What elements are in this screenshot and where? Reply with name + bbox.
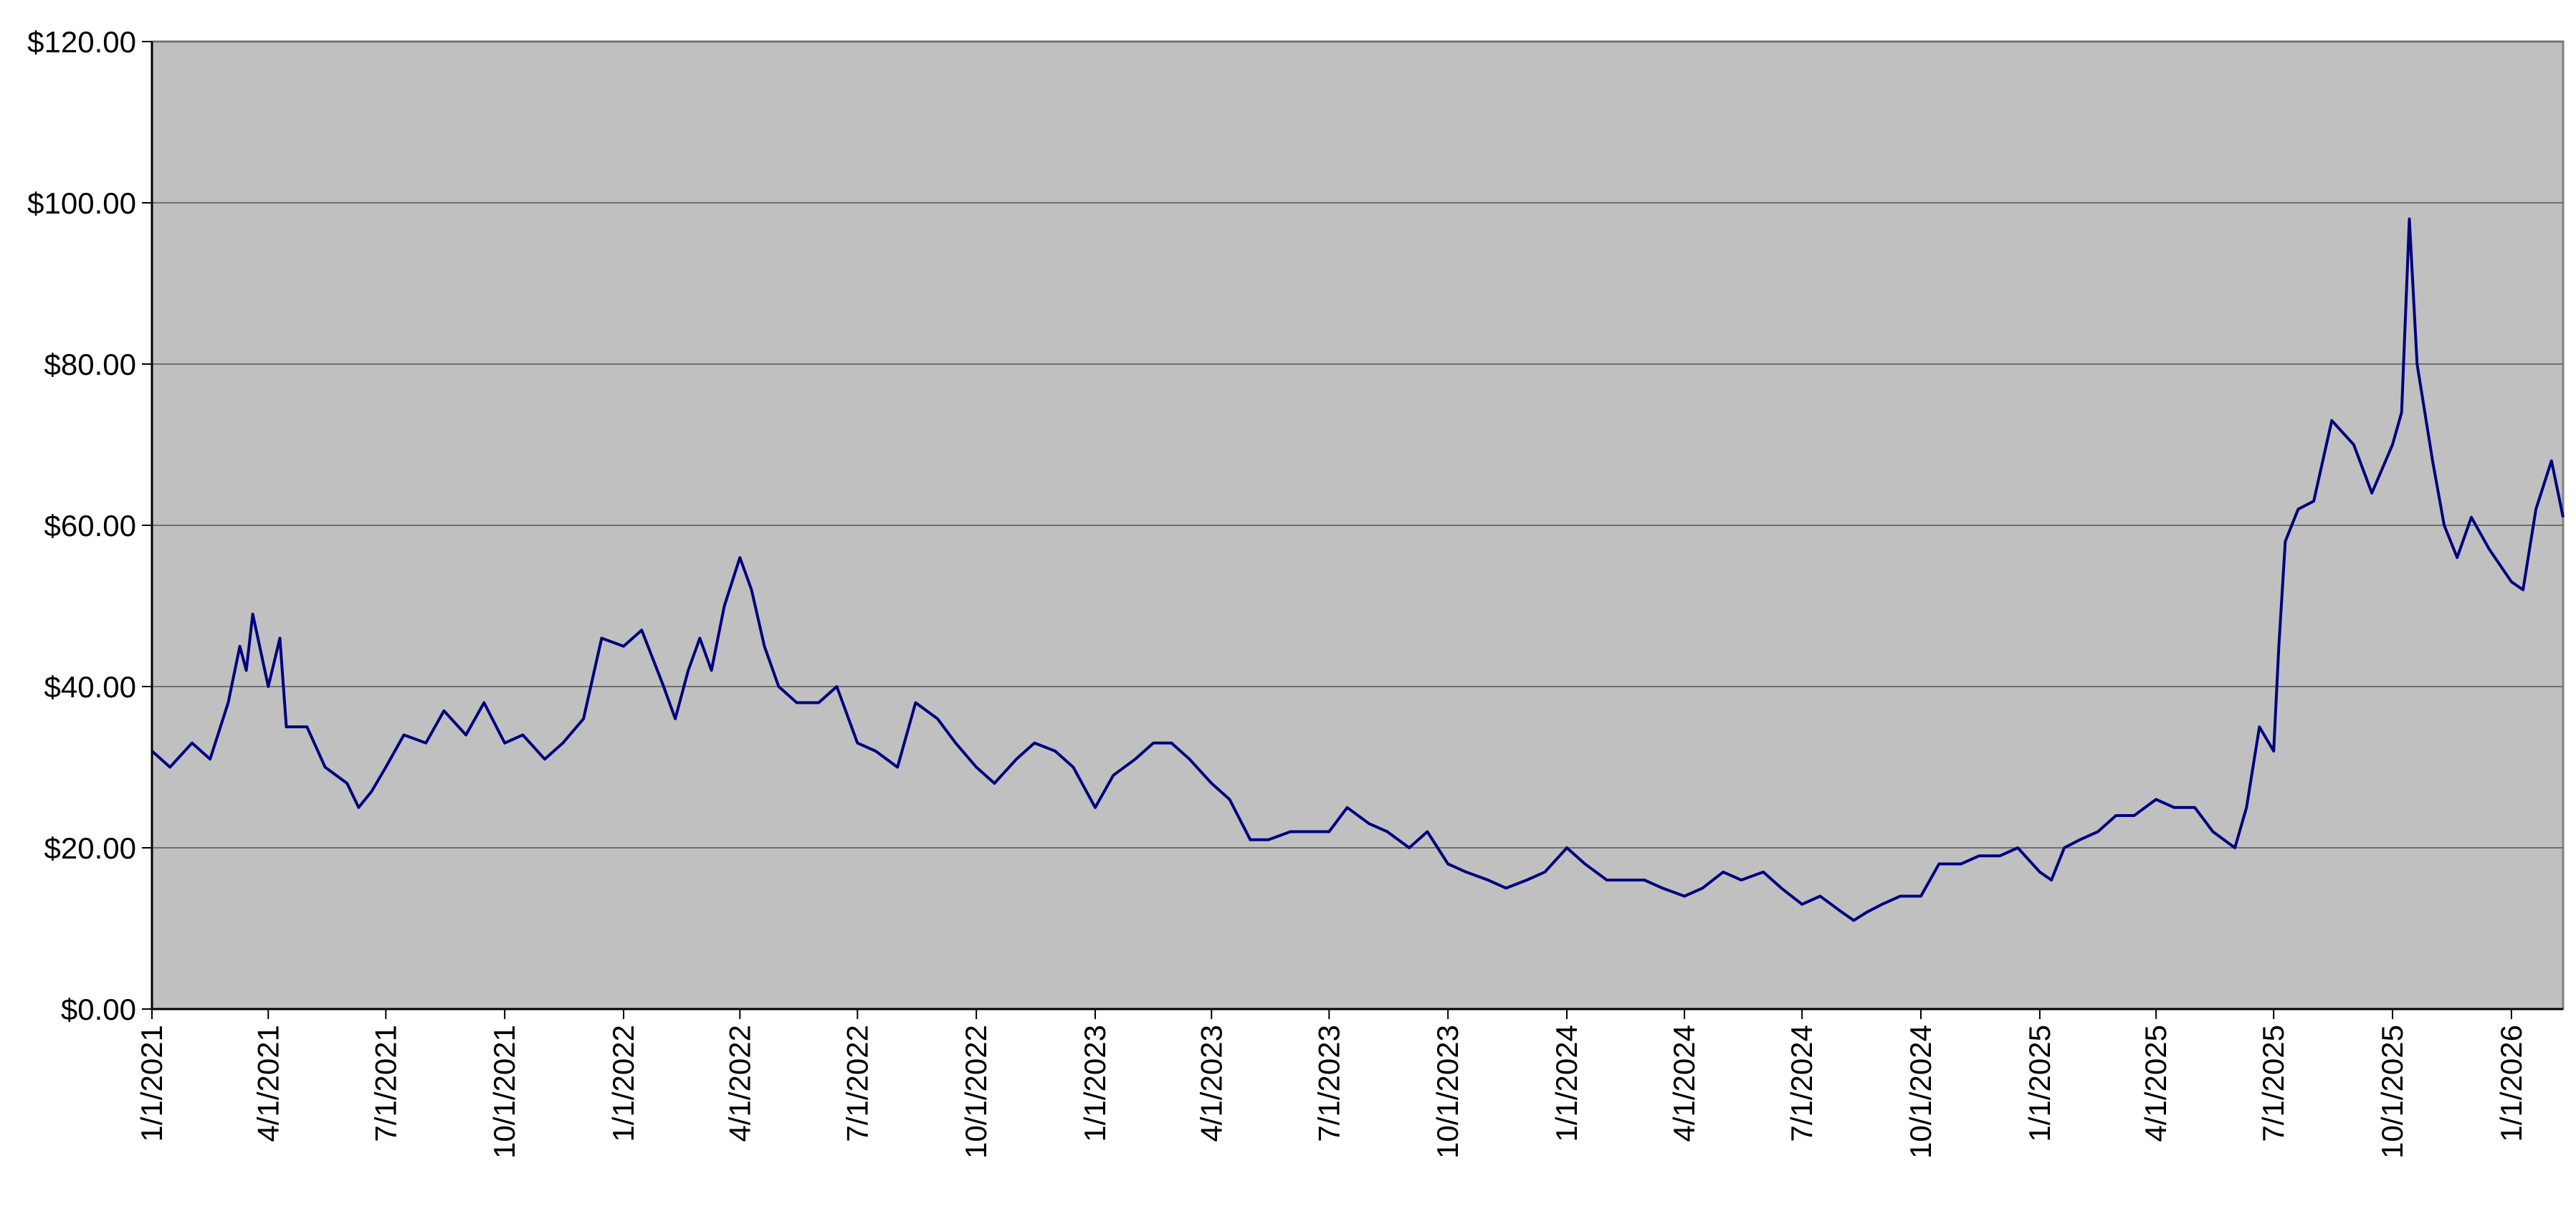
x-tick-label: 1/1/2022 (606, 1025, 640, 1142)
x-tick-label: 10/1/2022 (959, 1025, 993, 1159)
x-tick-label: 4/1/2025 (2139, 1025, 2172, 1142)
x-tick-label: 7/1/2023 (1312, 1025, 1345, 1142)
x-tick-label: 10/1/2023 (1431, 1025, 1464, 1159)
x-tick-label: 1/1/2025 (2023, 1025, 2056, 1142)
x-tick-label: 1/1/2026 (2494, 1025, 2528, 1142)
y-tick-label: $100.00 (27, 186, 136, 220)
x-tick-label: 4/1/2021 (251, 1025, 285, 1142)
y-tick-label: $0.00 (61, 993, 136, 1026)
x-tick-label: 10/1/2025 (2375, 1025, 2409, 1159)
x-tick-label: 10/1/2021 (487, 1025, 521, 1159)
y-tick-label: $120.00 (27, 25, 136, 59)
x-tick-label: 4/1/2024 (1667, 1025, 1701, 1142)
x-tick-label: 1/1/2024 (1550, 1025, 1583, 1142)
x-tick-label: 4/1/2022 (722, 1025, 756, 1142)
x-tick-label: 7/1/2022 (840, 1025, 874, 1142)
y-tick-label: $80.00 (44, 348, 136, 381)
y-tick-label: $60.00 (44, 509, 136, 543)
x-tick-label: 7/1/2024 (1785, 1025, 1818, 1142)
x-tick-label: 7/1/2021 (368, 1025, 402, 1142)
x-tick-label: 7/1/2025 (2256, 1025, 2290, 1142)
x-tick-label: 1/1/2021 (135, 1025, 168, 1142)
x-tick-label: 1/1/2023 (1078, 1025, 1112, 1142)
x-tick-label: 10/1/2024 (1904, 1025, 1937, 1159)
y-tick-label: $20.00 (44, 831, 136, 865)
y-tick-label: $40.00 (44, 670, 136, 704)
price-line (151, 217, 2565, 922)
x-tick-label: 4/1/2023 (1194, 1025, 1228, 1142)
